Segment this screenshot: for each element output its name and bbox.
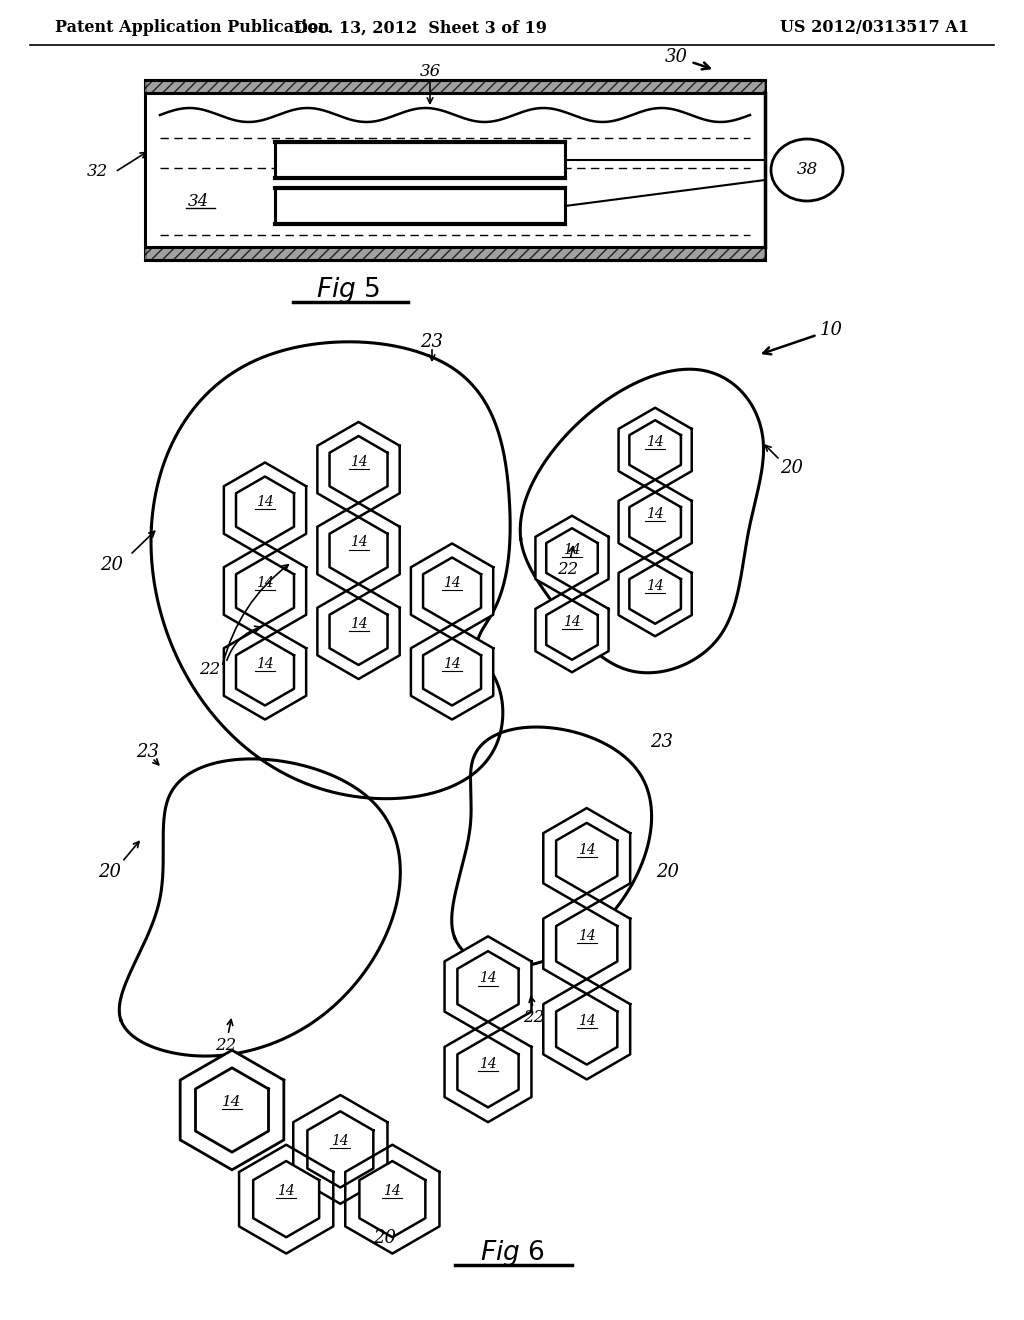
Text: 14: 14 bbox=[349, 454, 368, 469]
Text: 20: 20 bbox=[374, 1229, 396, 1247]
Text: 14: 14 bbox=[349, 616, 368, 631]
Text: 14: 14 bbox=[563, 543, 581, 557]
Polygon shape bbox=[544, 979, 630, 1080]
Polygon shape bbox=[546, 528, 598, 587]
Text: 23: 23 bbox=[136, 743, 160, 762]
Text: 14: 14 bbox=[349, 536, 368, 549]
Text: 23: 23 bbox=[421, 333, 443, 351]
Text: 22: 22 bbox=[215, 1036, 237, 1053]
Polygon shape bbox=[458, 1036, 518, 1107]
Text: 14: 14 bbox=[479, 972, 497, 986]
Polygon shape bbox=[317, 583, 399, 678]
Polygon shape bbox=[423, 639, 481, 705]
Text: 14: 14 bbox=[443, 576, 461, 590]
Text: 14: 14 bbox=[256, 657, 273, 671]
Polygon shape bbox=[556, 822, 617, 894]
Text: 14: 14 bbox=[646, 579, 664, 593]
Polygon shape bbox=[253, 1162, 319, 1237]
Polygon shape bbox=[293, 1096, 387, 1204]
Bar bbox=[275, 143, 565, 178]
Text: 14: 14 bbox=[578, 1014, 596, 1028]
Polygon shape bbox=[236, 477, 294, 544]
Polygon shape bbox=[330, 436, 387, 503]
Text: 10: 10 bbox=[476, 153, 498, 170]
Polygon shape bbox=[546, 601, 598, 660]
Text: $\mathit{Fig\ 6}$: $\mathit{Fig\ 6}$ bbox=[479, 1238, 545, 1269]
Text: 34: 34 bbox=[188, 194, 209, 210]
Polygon shape bbox=[236, 557, 294, 624]
Polygon shape bbox=[556, 908, 617, 979]
Text: 14: 14 bbox=[578, 929, 596, 942]
Text: 14: 14 bbox=[384, 1184, 401, 1199]
Polygon shape bbox=[411, 544, 494, 639]
Text: 14: 14 bbox=[443, 657, 461, 671]
Text: $\mathit{Fig\ 5}$: $\mathit{Fig\ 5}$ bbox=[315, 275, 380, 305]
Polygon shape bbox=[458, 952, 518, 1022]
Bar bbox=[275, 187, 565, 224]
Text: 20: 20 bbox=[656, 863, 680, 880]
Text: 14: 14 bbox=[646, 507, 664, 521]
Text: 14: 14 bbox=[256, 576, 273, 590]
Bar bbox=[145, 81, 765, 260]
Polygon shape bbox=[224, 624, 306, 719]
Text: 14: 14 bbox=[278, 1184, 295, 1199]
Text: US 2012/0313517 A1: US 2012/0313517 A1 bbox=[780, 20, 969, 37]
Polygon shape bbox=[544, 894, 630, 994]
Text: 30: 30 bbox=[665, 48, 710, 70]
Polygon shape bbox=[618, 408, 692, 492]
Text: 14: 14 bbox=[578, 843, 596, 857]
Text: 23: 23 bbox=[650, 733, 674, 751]
Polygon shape bbox=[630, 420, 681, 479]
Text: 20: 20 bbox=[98, 863, 122, 880]
Text: 14: 14 bbox=[332, 1134, 349, 1148]
Ellipse shape bbox=[771, 139, 843, 201]
Polygon shape bbox=[423, 557, 481, 624]
Polygon shape bbox=[359, 1162, 425, 1237]
Polygon shape bbox=[317, 503, 399, 598]
Polygon shape bbox=[444, 936, 531, 1036]
Bar bbox=[145, 81, 765, 92]
Polygon shape bbox=[556, 994, 617, 1065]
Text: 14: 14 bbox=[222, 1096, 242, 1109]
Text: 14: 14 bbox=[563, 615, 581, 630]
Text: Dec. 13, 2012  Sheet 3 of 19: Dec. 13, 2012 Sheet 3 of 19 bbox=[294, 20, 547, 37]
Polygon shape bbox=[239, 1144, 333, 1254]
Polygon shape bbox=[444, 1022, 531, 1122]
Polygon shape bbox=[536, 587, 608, 672]
Polygon shape bbox=[224, 462, 306, 557]
Text: 14: 14 bbox=[256, 495, 273, 510]
Text: 14: 14 bbox=[479, 1057, 497, 1071]
Polygon shape bbox=[317, 422, 399, 517]
Polygon shape bbox=[345, 1144, 439, 1254]
Text: 20: 20 bbox=[780, 459, 804, 477]
Polygon shape bbox=[224, 544, 306, 639]
Polygon shape bbox=[180, 1051, 284, 1170]
Text: 22: 22 bbox=[523, 1010, 545, 1027]
Polygon shape bbox=[544, 808, 630, 908]
Text: 14: 14 bbox=[646, 436, 664, 449]
Polygon shape bbox=[618, 479, 692, 564]
Text: 38: 38 bbox=[797, 161, 817, 178]
Polygon shape bbox=[330, 598, 387, 665]
Polygon shape bbox=[618, 552, 692, 636]
Polygon shape bbox=[307, 1111, 374, 1188]
Text: 10: 10 bbox=[763, 321, 843, 354]
Polygon shape bbox=[196, 1068, 268, 1152]
Text: Patent Application Publication: Patent Application Publication bbox=[55, 20, 330, 37]
Text: 22: 22 bbox=[557, 561, 579, 578]
Text: 20: 20 bbox=[100, 556, 124, 574]
Polygon shape bbox=[330, 517, 387, 583]
Polygon shape bbox=[630, 564, 681, 624]
Polygon shape bbox=[536, 516, 608, 601]
Polygon shape bbox=[630, 492, 681, 552]
Text: 36: 36 bbox=[420, 63, 440, 81]
Polygon shape bbox=[411, 624, 494, 719]
Polygon shape bbox=[236, 639, 294, 705]
Text: 32: 32 bbox=[86, 164, 108, 181]
Bar bbox=[145, 247, 765, 260]
Text: 22: 22 bbox=[200, 661, 220, 678]
